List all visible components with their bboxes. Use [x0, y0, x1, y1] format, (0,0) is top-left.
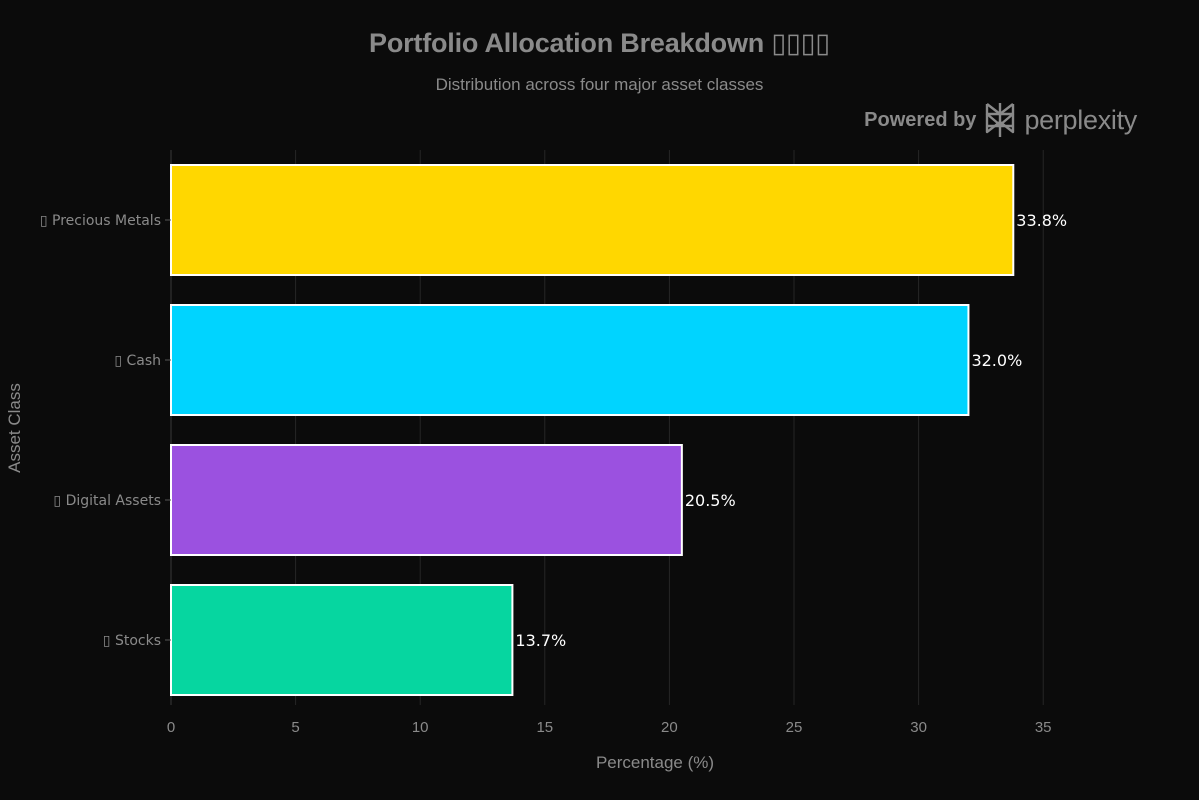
x-axis-title: Percentage (%) [596, 753, 714, 772]
category-label-0: ▯ Precious Metals [40, 213, 161, 229]
data-label-1: 32.0% [971, 351, 1022, 370]
bar-0 [170, 164, 1015, 276]
chart-title: Portfolio Allocation Breakdown ▯▯▯▯ [369, 28, 830, 58]
bar-1 [170, 304, 970, 416]
bar-3 [170, 584, 514, 696]
x-tick-label-20: 20 [661, 719, 678, 736]
perplexity-logo-icon [984, 101, 1016, 139]
x-tick-label-15: 15 [536, 719, 553, 736]
data-label-2: 20.5% [685, 491, 736, 510]
x-tick-label-25: 25 [786, 719, 803, 736]
x-tick-label-10: 10 [412, 719, 429, 736]
x-tick-label-35: 35 [1035, 719, 1052, 736]
x-tick-label-30: 30 [910, 719, 927, 736]
y-axis-title: Asset Class [5, 383, 24, 473]
powered-by-label: Powered by [864, 108, 977, 131]
x-tick-label-5: 5 [291, 719, 299, 736]
perplexity-brand-name: perplexity [1024, 104, 1137, 135]
data-label-0: 33.8% [1016, 211, 1067, 230]
category-label-1: ▯ Cash [114, 353, 161, 369]
category-label-3: ▯ Stocks [103, 633, 161, 649]
x-tick-label-0: 0 [167, 719, 175, 736]
bar-2 [170, 444, 683, 556]
powered-by-branding: Powered by perplexity [864, 100, 1137, 140]
category-label-2: ▯ Digital Assets [53, 493, 161, 509]
chart-subtitle: Distribution across four major asset cla… [435, 75, 764, 94]
data-label-3: 13.7% [515, 631, 566, 650]
